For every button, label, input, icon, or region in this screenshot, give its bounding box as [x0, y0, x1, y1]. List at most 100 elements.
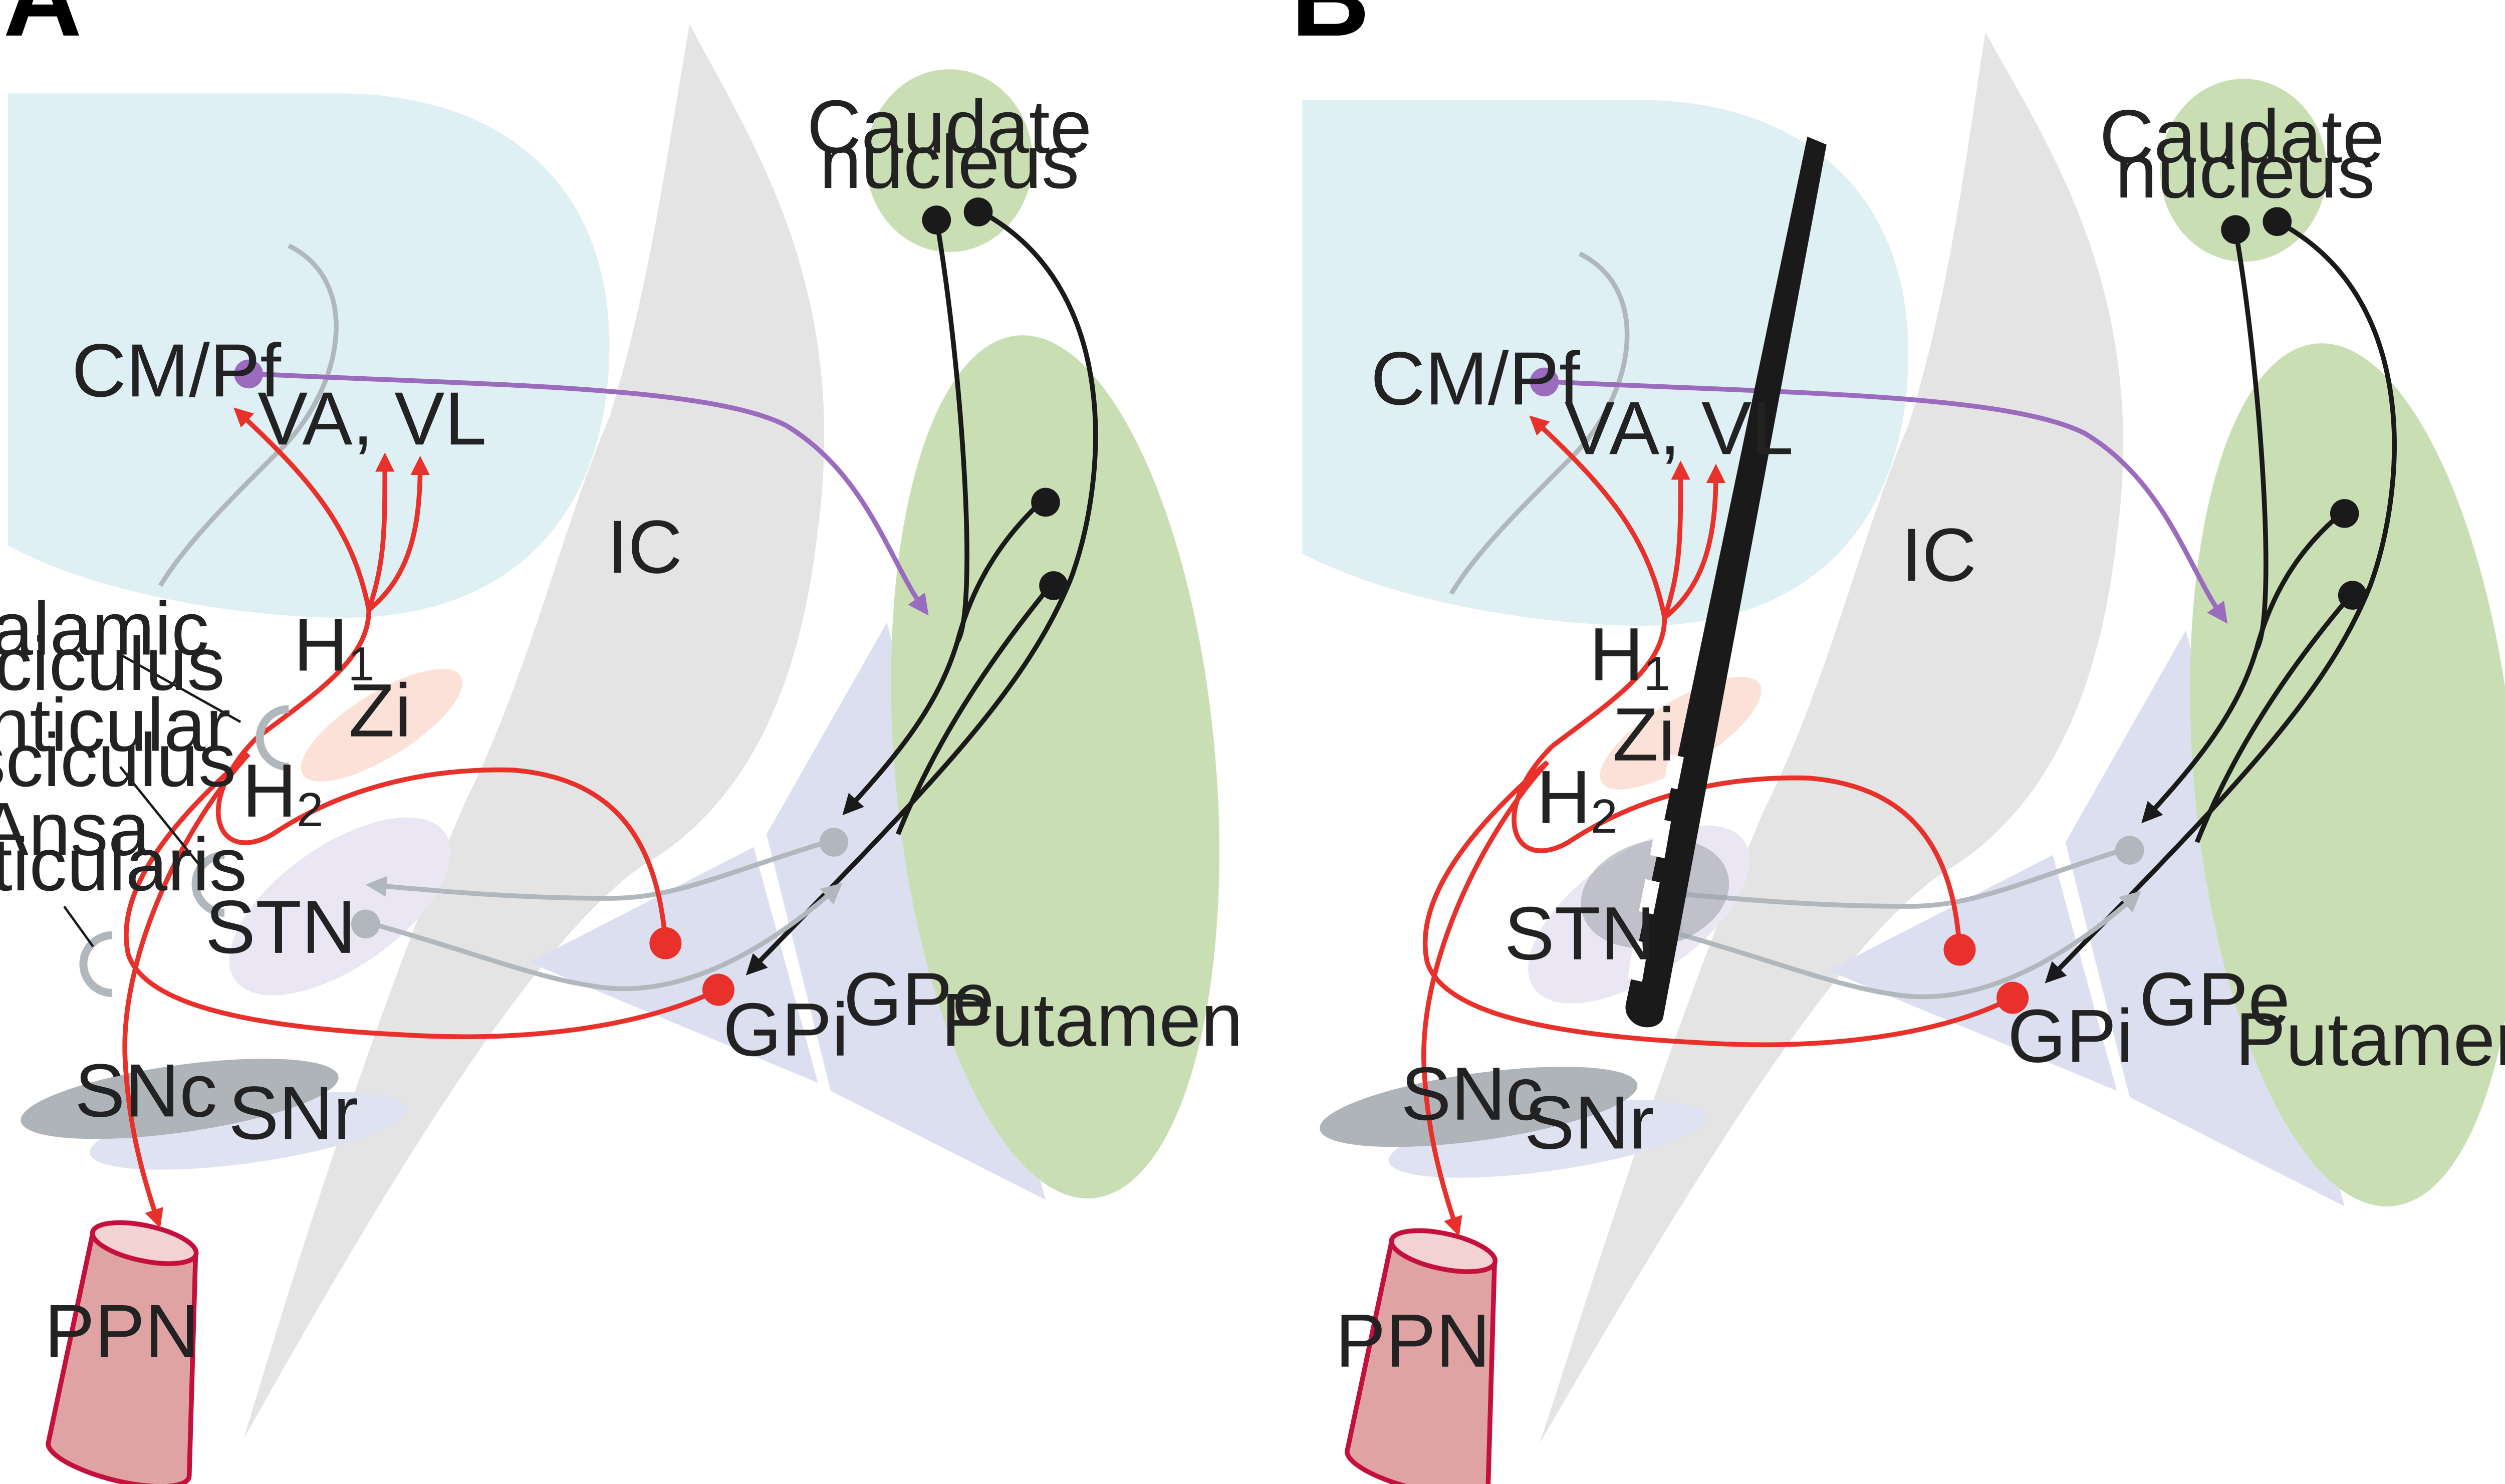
gpi-neuron — [1943, 933, 1976, 966]
gpe-stn-loop — [1664, 849, 2142, 1000]
zona-incerta — [301, 669, 462, 782]
putamen-to-gpe-branch — [2254, 512, 2343, 651]
electrode-contact-gap — [1627, 940, 1649, 982]
striatal-projections — [2045, 219, 2397, 983]
gpi-label: GPi — [723, 987, 849, 1072]
putamen-to-gpe-branch — [955, 499, 1044, 643]
globus-pallidus-interna — [529, 847, 818, 1083]
thalamic-fasciculus-label-line2: fasciculus — [0, 622, 225, 706]
caudate-neuron — [2221, 215, 2250, 244]
gpe-stn-loop — [365, 841, 843, 992]
lenticular-fasciculus-label-line2: fasciculus — [0, 718, 236, 802]
h1-label: H1 — [1589, 612, 1670, 700]
gpi-output-pathways — [1421, 415, 2014, 1236]
va-vl-label: VA, VL — [258, 376, 486, 460]
ppn-label: PPN — [1335, 1299, 1490, 1383]
thalamic-fasciculus-pathway — [255, 609, 372, 740]
globus-pallidus-interna — [1828, 855, 2117, 1091]
lenticular-fasciculus-marker — [191, 851, 225, 917]
stn-label: STN — [205, 885, 356, 969]
caudate-neuron — [922, 205, 951, 234]
cm-pf-label: CM/Pf — [1371, 336, 1581, 420]
substantia-nigra-compacta — [1320, 1067, 1638, 1147]
internal-capsule-label: IC — [607, 505, 682, 589]
cm-pf-label: CM/Pf — [72, 328, 282, 412]
electrode-contact-gap — [1663, 754, 1684, 790]
thalamic-fasciculus-pathway — [1551, 617, 1667, 748]
gpe-label: GPe — [844, 957, 994, 1041]
ppn-projection — [1421, 760, 1550, 1236]
substantia-nigra-compacta — [21, 1059, 339, 1139]
caudate-label-line2: nucleus — [2115, 129, 2375, 213]
ansa-lenticularis-pathway — [1422, 760, 2014, 1047]
cm-pf-neuron — [234, 359, 263, 389]
subthalamic-nucleus — [229, 817, 451, 996]
putamen-label: Putamen — [2235, 997, 2505, 1081]
stn-label: STN — [1504, 891, 1655, 975]
ansa-lenticularis-label-line2: lenticularis — [0, 822, 247, 906]
electrode-contact-gap — [1650, 818, 1671, 859]
caudate-label-line1: Caudate — [807, 85, 1092, 169]
stn-neuron — [351, 909, 380, 939]
cm-pf-neuron — [1530, 367, 1559, 397]
ppn-label: PPN — [45, 1289, 199, 1373]
gpe-neuron — [2115, 836, 2144, 865]
thalamic-boundary-line — [158, 243, 339, 587]
zona-incerta-label: Zi — [349, 668, 411, 753]
stn-to-gpe-pathway — [1676, 891, 2142, 1000]
caudate-neuron — [2263, 207, 2292, 236]
thalamic-projection-vl — [1663, 463, 1726, 620]
gpi-label: GPi — [2008, 994, 2133, 1078]
pedunculopontine-nucleus — [46, 1220, 199, 1484]
gpe-label: GPe — [2139, 957, 2290, 1041]
putamen-neuron — [2330, 499, 2359, 528]
caudate-to-gpi-pathway — [2045, 219, 2397, 983]
internal-capsule — [243, 24, 825, 1439]
snr-label: SNr — [228, 1071, 358, 1155]
stn-to-gpe-pathway — [378, 883, 843, 992]
lenticular-fasciculus-label-line1: Lenticular — [0, 683, 231, 767]
caudate-label-line2: nucleus — [820, 120, 1080, 204]
fiber-bundle-markers — [79, 705, 289, 997]
h2-label: H2 — [1536, 755, 1617, 843]
gpi-neuron — [1996, 981, 2029, 1014]
panel-a: A — [0, 0, 1243, 1484]
thalamic-projection-cm — [233, 407, 371, 610]
electrode-contact-gap — [1639, 879, 1660, 915]
ansa-lenticularis-pathway — [124, 752, 720, 1039]
thalamic-projection-cm — [1529, 415, 1667, 618]
lenticular-fasciculus-pathway — [215, 736, 668, 944]
callout-lines — [63, 653, 241, 947]
ansa-lenticularis-label-line1: Ansa — [0, 787, 150, 871]
gpe-neuron — [819, 828, 849, 857]
snr-label: SNr — [1525, 1080, 1654, 1164]
thalamic-projection-va — [1662, 460, 1690, 619]
ansa-lenticularis-marker — [79, 931, 113, 997]
caudate-to-gpi-pathway — [745, 209, 1098, 975]
cm-pf-to-putamen-pathway — [1555, 379, 2228, 624]
ppn-projection — [122, 752, 250, 1228]
caudate-neuron — [963, 197, 993, 226]
internal-capsule-label: IC — [1901, 513, 1976, 597]
panel-b: B — [1291, 0, 2505, 1484]
substantia-nigra-reticulata — [1388, 1100, 1706, 1178]
gpe-to-stn-pathway — [365, 841, 822, 901]
zona-incerta-label: Zi — [1612, 692, 1675, 777]
gpe-to-stn-pathway — [1664, 849, 2118, 909]
gpi-neuron — [702, 973, 735, 1006]
va-vl-label: VA, VL — [1565, 386, 1794, 470]
putamen-to-gpi-branch — [2194, 595, 2351, 843]
putamen-neuron — [2338, 581, 2367, 610]
h1-label: H1 — [294, 603, 375, 691]
thalamic-projection-vl — [367, 455, 430, 612]
cm-pf-to-putamen-pathway — [256, 371, 929, 616]
panel-letter: B — [1291, 0, 1370, 59]
putamen — [2190, 343, 2505, 1207]
caudate-label-line1: Caudate — [2099, 94, 2384, 178]
thalamic-fasciculus-marker — [256, 705, 289, 771]
pedunculopontine-nucleus — [1344, 1228, 1498, 1484]
putamen — [891, 335, 1219, 1199]
putamen-label: Putamen — [941, 978, 1243, 1062]
thalamic-fasciculus-label-line1: Thalamic — [0, 587, 209, 671]
